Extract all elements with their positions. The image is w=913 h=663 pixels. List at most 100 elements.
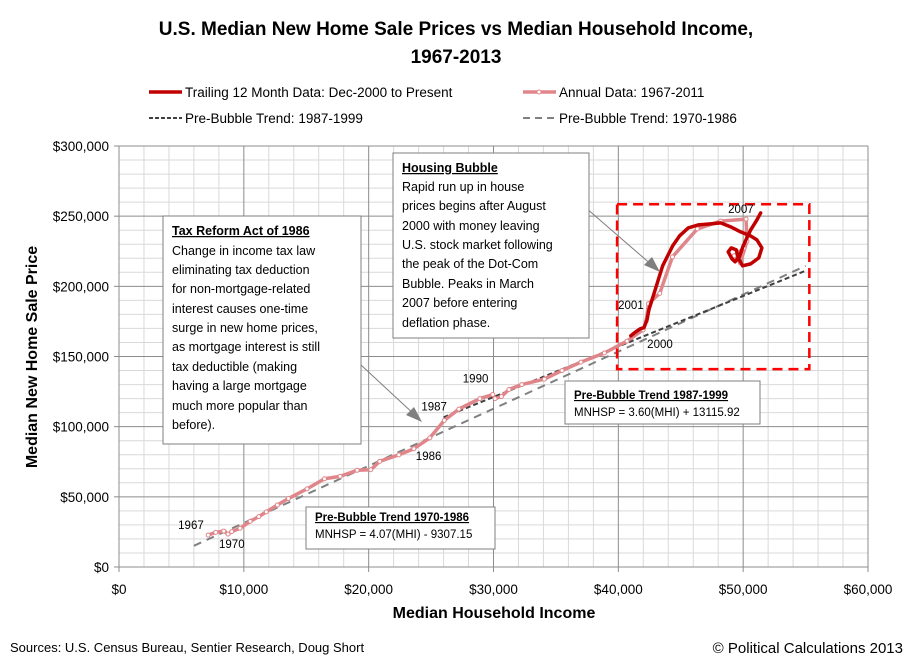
annotation-bubble-line: U.S. stock market following (402, 238, 553, 252)
y-tick-label: $250,000 (53, 209, 109, 224)
annual-data-point (256, 514, 262, 520)
legend-label-trend-1987-1999: Pre-Bubble Trend: 1987-1999 (185, 111, 363, 126)
annual-data-point (263, 509, 269, 515)
trailing-series-line (629, 211, 764, 338)
annual-data-point (237, 525, 243, 531)
y-tick-label: $0 (94, 560, 109, 575)
annual-series (205, 216, 750, 538)
annotation-trend-1970-1986: Pre-Bubble Trend 1970-1986 MNHSP = 4.07(… (305, 506, 496, 550)
legend-label-trend-1970-1986: Pre-Bubble Trend: 1970-1986 (559, 111, 737, 126)
y-tick-label: $300,000 (53, 139, 109, 154)
annotation-trend7086-heading: Pre-Bubble Trend 1970-1986 (315, 512, 469, 524)
copyright-note: © Political Calculations 2013 (713, 640, 903, 657)
annotation-bubble-line: deflation phase. (402, 316, 490, 330)
year-label: 1990 (463, 374, 489, 386)
x-tick-label: $40,000 (594, 582, 643, 597)
annotation-bubble-heading: Housing Bubble (402, 161, 498, 175)
annotation-arrows (360, 207, 660, 422)
chart-title-line-2: 1967-2013 (411, 47, 502, 68)
annotation-bubble-line: 2000 with money leaving (402, 219, 540, 233)
annual-data-point (441, 417, 447, 423)
annotation-bubble-box (392, 152, 590, 339)
legend-item-annual: Annual Data: 1967-2011 (523, 85, 704, 100)
year-label: 2000 (647, 339, 673, 351)
x-tick-label: $20,000 (344, 582, 393, 597)
annotation-tax-line: interest causes one-time (172, 302, 308, 316)
annotation-bubble-line: prices begins after August (402, 199, 546, 213)
annotation-bubble-line: the peak of the Dot-Com (402, 257, 538, 271)
annual-data-point (490, 392, 496, 398)
annual-data-point (743, 216, 749, 222)
annual-data-point (559, 368, 565, 374)
annual-data-point (601, 350, 607, 356)
annotation-tax-line: surge in new home prices, (172, 321, 318, 335)
annotation-tax-line: before). (172, 418, 215, 432)
annotation-trend7086-box (305, 506, 496, 550)
tax-arrowhead-icon (406, 407, 422, 422)
annotation-tax-line: eliminating tax deduction (172, 263, 310, 277)
legend-item-trailing: Trailing 12 Month Data: Dec-2000 to Pres… (149, 85, 453, 100)
year-label: 1970 (219, 539, 245, 551)
y-tick-label: $200,000 (53, 279, 109, 294)
y-axis-title: Median New Home Sale Price (24, 246, 41, 468)
x-tick-label: $30,000 (469, 582, 518, 597)
annual-data-point (221, 528, 227, 534)
y-tick-label: $150,000 (53, 350, 109, 365)
annual-data-point (578, 359, 584, 365)
x-tick-label: $0 (111, 582, 126, 597)
annual-data-point (337, 473, 343, 479)
annual-data-point (411, 446, 417, 452)
annotation-tax-line: much more popular than (172, 399, 308, 413)
x-tick-labels: $0 $10,000 $20,000 $30,000 $40,000 $50,000 $60… (111, 582, 892, 597)
annual-data-point (229, 529, 235, 535)
annual-data-point (274, 502, 280, 508)
legend: Trailing 12 Month Data: Dec-2000 to Pres… (149, 85, 737, 126)
annotation-tax-line: tax deductible (making (172, 360, 297, 374)
y-tick-labels: $0 $50,000 $100,000 $150,000 $200,000 $250,00… (53, 139, 109, 575)
annotation-housing-bubble: Housing Bubble Rapid run up in house pri… (392, 152, 590, 339)
chart-title-line-1: U.S. Median New Home Sale Prices vs Medi… (159, 19, 753, 40)
tax-arrow-line (360, 364, 417, 417)
legend-label-annual: Annual Data: 1967-2011 (559, 85, 704, 100)
annual-data-point (456, 406, 462, 412)
annual-data-point (519, 382, 525, 388)
annotation-trend-1987-1999: Pre-Bubble Trend 1987-1999 MNHSP = 3.60(… (564, 380, 761, 425)
annual-data-point (304, 486, 310, 492)
annotation-trend8799-heading: Pre-Bubble Trend 1987-1999 (574, 390, 728, 402)
year-label: 1967 (178, 520, 204, 532)
axes (114, 145, 869, 572)
annotation-tax-line: as mortgage interest is still (172, 340, 320, 354)
x-tick-label: $50,000 (719, 582, 768, 597)
legend-marker-annual (536, 89, 542, 95)
sources-note: Sources: U.S. Census Bureau, Sentier Res… (10, 640, 364, 655)
highlight-box-rect (615, 202, 811, 371)
annual-data-point (225, 531, 231, 537)
annual-data-point (541, 376, 547, 382)
annual-data-point (669, 254, 675, 260)
annual-data-point (506, 386, 512, 392)
annual-data-point (396, 452, 402, 458)
annual-data-point (657, 290, 663, 296)
annual-data-point (247, 518, 253, 524)
chart-title: U.S. Median New Home Sale Prices vs Medi… (159, 19, 753, 68)
annual-data-point (285, 496, 291, 502)
x-tick-label: $60,000 (844, 582, 893, 597)
trailing-series (629, 211, 764, 338)
year-label: 1987 (421, 401, 447, 413)
annotation-tax-line: having a large mortgage (172, 379, 307, 393)
annual-data-point (205, 532, 211, 538)
legend-item-trend-1970-1986: Pre-Bubble Trend: 1970-1986 (523, 111, 737, 126)
y-tick-label: $100,000 (53, 420, 109, 435)
annual-data-point (694, 226, 700, 232)
bubble-arrowhead-icon (644, 257, 660, 272)
legend-item-trend-1987-1999: Pre-Bubble Trend: 1987-1999 (149, 111, 363, 126)
legend-label-trailing: Trailing 12 Month Data: Dec-2000 to Pres… (185, 85, 453, 100)
annotation-trend8799-box (564, 380, 761, 425)
annotation-trend7086-equation: MNHSP = 4.07(MHI) - 9307.15 (315, 529, 472, 541)
annual-data-point (213, 529, 219, 535)
annotation-trend8799-equation: MNHSP = 3.60(MHI) + 13115.92 (574, 407, 740, 419)
annual-data-point (498, 393, 504, 399)
year-labels: 1967 1970 1986 1987 1990 2000 2001 2007 (178, 204, 754, 551)
annotation-tax-reform: Tax Reform Act of 1986 Change in income … (162, 215, 362, 445)
